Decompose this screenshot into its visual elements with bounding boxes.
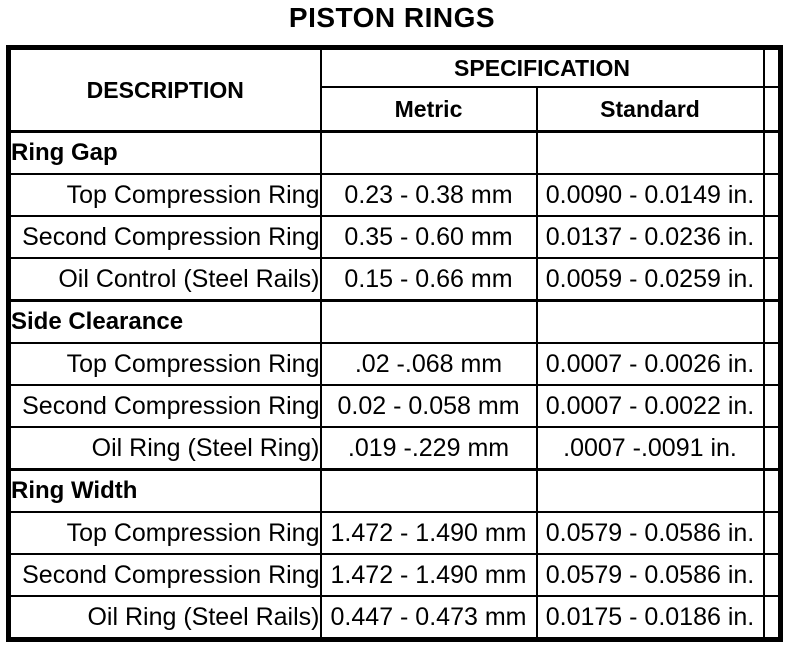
table-row: Top Compression Ring .02 -.068 mm 0.0007… <box>7 342 782 386</box>
row-standard-value: .0007 -.0091 in. <box>535 426 765 471</box>
row-description: Oil Ring (Steel Ring) <box>7 426 322 471</box>
table-row: Second Compression Ring 0.02 - 0.058 mm … <box>7 384 782 428</box>
empty-cell <box>319 130 538 175</box>
empty-margin-cell <box>762 468 782 513</box>
table-row: Oil Ring (Steel Rails) 0.447 - 0.473 mm … <box>7 595 782 641</box>
empty-margin-cell <box>762 215 782 259</box>
empty-margin-cell <box>762 553 782 597</box>
table-row: Oil Ring (Steel Ring) .019 -.229 mm .000… <box>7 426 782 471</box>
row-standard-value: 0.0579 - 0.0586 in. <box>535 553 765 597</box>
table-header-row-1: DESCRIPTION SPECIFICATION <box>7 46 782 133</box>
row-metric-value: .02 -.068 mm <box>319 342 538 386</box>
row-description: Second Compression Ring <box>7 384 322 428</box>
empty-margin-cell <box>762 86 782 133</box>
row-description: Second Compression Ring <box>7 215 322 259</box>
row-standard-value: 0.0059 - 0.0259 in. <box>535 257 765 302</box>
row-standard-value: 0.0007 - 0.0026 in. <box>535 342 765 386</box>
empty-margin-cell <box>762 173 782 217</box>
row-metric-value: 0.02 - 0.058 mm <box>319 384 538 428</box>
empty-cell <box>319 299 538 344</box>
row-standard-value: 0.0579 - 0.0586 in. <box>535 511 765 555</box>
table-header-row-2: Metric Standard <box>9 86 782 133</box>
empty-cell <box>535 130 765 175</box>
row-metric-value: 0.23 - 0.38 mm <box>319 173 538 217</box>
row-description: Oil Control (Steel Rails) <box>7 257 322 302</box>
section-row-ring-width: Ring Width <box>7 468 782 513</box>
row-standard-value: 0.0007 - 0.0022 in. <box>535 384 765 428</box>
row-standard-value: 0.0175 - 0.0186 in. <box>535 595 765 641</box>
empty-margin-cell <box>762 511 782 555</box>
table-row: Oil Control (Steel Rails) 0.15 - 0.66 mm… <box>7 257 782 302</box>
empty-cell <box>319 468 538 513</box>
row-metric-value: 1.472 - 1.490 mm <box>319 511 538 555</box>
row-description: Top Compression Ring <box>7 173 322 217</box>
row-standard-value: 0.0090 - 0.0149 in. <box>535 173 765 217</box>
empty-margin-cell <box>762 384 782 428</box>
row-metric-value: 0.35 - 0.60 mm <box>319 215 538 259</box>
section-row-side-clearance: Side Clearance <box>7 299 782 344</box>
row-metric-value: .019 -.229 mm <box>319 426 538 471</box>
table-row: Top Compression Ring 1.472 - 1.490 mm 0.… <box>7 511 782 555</box>
page-title: PISTON RINGS <box>288 2 496 33</box>
column-header-description: DESCRIPTION <box>7 46 322 133</box>
empty-margin-cell <box>762 342 782 386</box>
row-description: Top Compression Ring <box>7 511 322 555</box>
row-metric-value: 1.472 - 1.490 mm <box>319 553 538 597</box>
column-header-standard: Standard <box>535 86 765 133</box>
empty-margin-cell <box>762 426 782 471</box>
row-description: Oil Ring (Steel Rails) <box>7 595 322 641</box>
empty-margin-cell <box>762 130 782 175</box>
section-label: Ring Width <box>7 468 322 513</box>
piston-rings-spec-table: DESCRIPTION SPECIFICATION Metric Standar… <box>6 45 784 642</box>
column-header-metric: Metric <box>319 86 538 133</box>
empty-margin-cell <box>762 595 782 641</box>
section-row-ring-gap: Ring Gap <box>7 130 782 175</box>
empty-margin-cell <box>762 257 782 302</box>
row-description: Top Compression Ring <box>7 342 322 386</box>
table-row: Second Compression Ring 0.35 - 0.60 mm 0… <box>7 215 782 259</box>
row-description: Second Compression Ring <box>7 553 322 597</box>
empty-cell <box>535 468 765 513</box>
table-row: Top Compression Ring 0.23 - 0.38 mm 0.00… <box>7 173 782 217</box>
table-row: Second Compression Ring 1.472 - 1.490 mm… <box>7 553 782 597</box>
section-label: Side Clearance <box>7 299 322 344</box>
row-standard-value: 0.0137 - 0.0236 in. <box>535 215 765 259</box>
row-metric-value: 0.15 - 0.66 mm <box>319 257 538 302</box>
section-label: Ring Gap <box>7 130 322 175</box>
column-header-specification: SPECIFICATION <box>319 46 765 88</box>
empty-margin-cell <box>762 46 782 88</box>
row-metric-value: 0.447 - 0.473 mm <box>319 595 538 641</box>
empty-cell <box>535 299 765 344</box>
empty-margin-cell <box>762 299 782 344</box>
